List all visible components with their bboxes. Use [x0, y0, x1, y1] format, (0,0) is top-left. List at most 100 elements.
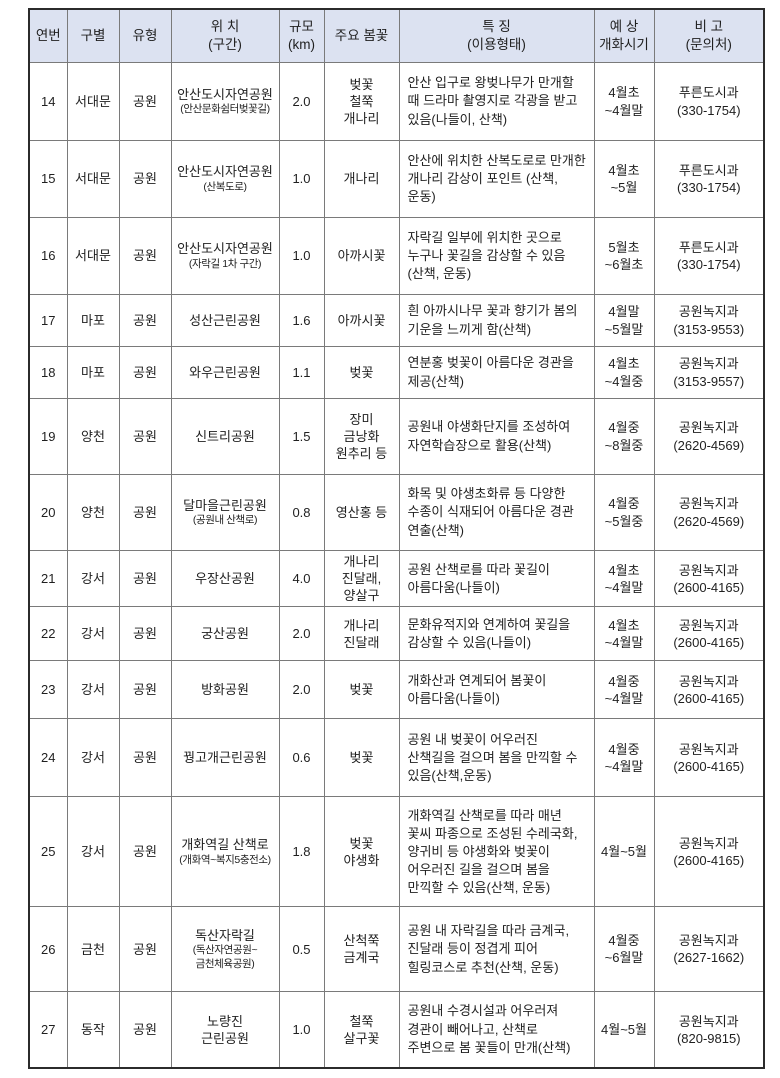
cell-number: 27	[28, 991, 68, 1069]
cell-contact: 공원녹지과 (3153-9557)	[653, 346, 765, 399]
cell-number: 23	[28, 660, 68, 720]
cell-flowers: 아까시꽃	[323, 294, 400, 347]
cell-flowers: 벚꽃 야생화	[323, 796, 400, 908]
location-sub: (산복도로)	[203, 180, 247, 193]
cell-location: 우장산공원	[170, 549, 280, 608]
cell-bloom-period: 4월중 ~4월말	[593, 660, 655, 720]
cell-location: 달마을근린공원 (공원내 산책로)	[170, 474, 280, 551]
cell-contact: 공원녹지과 (2600-4165)	[653, 660, 765, 720]
cell-type: 공원	[118, 294, 172, 347]
cell-contact: 공원녹지과 (2627-1662)	[653, 906, 765, 993]
cell-location: 방화공원	[170, 660, 280, 720]
cell-number: 19	[28, 398, 68, 475]
cell-flowers: 벚꽃 철쭉 개나리	[323, 62, 400, 141]
header-feature: 특 징 (이용형태)	[398, 8, 595, 63]
cell-location: 궁산공원	[170, 606, 280, 662]
cell-district: 마포	[66, 294, 120, 347]
cell-contact: 공원녹지과 (3153-9553)	[653, 294, 765, 347]
table-row: 25 강서 공원 개화역길 산책로 (개화역~복지5충전소) 1.8 벚꽃 야생…	[28, 796, 765, 908]
cell-flowers: 벚꽃	[323, 660, 400, 720]
location-sub: (공원내 산책로)	[192, 514, 258, 527]
header-type: 유형	[118, 8, 172, 63]
cell-bloom-period: 4월말 ~5월말	[593, 294, 655, 347]
cell-number: 17	[28, 294, 68, 347]
cell-bloom-period: 4월초 ~4월말	[593, 549, 655, 608]
table-row: 14 서대문 공원 안산도시자연공원 (안산문화쉼터벚꽃길) 2.0 벚꽃 철쭉…	[28, 62, 765, 141]
cell-feature: 공원내 야생화단지를 조성하여 자연학습장으로 활용(산책)	[398, 398, 595, 475]
table-row: 27 동작 공원 노량진 근린공원 1.0 철쭉 살구꽃 공원내 수경시설과 어…	[28, 991, 765, 1069]
cell-flowers: 장미 금낭화 원추리 등	[323, 398, 400, 475]
table-row: 26 금천 공원 독산자락길 (독산자연공원~ 금천체육공원) 0.5 산척쭉 …	[28, 906, 765, 993]
cell-bloom-period: 5월초 ~6월초	[593, 217, 655, 295]
cell-bloom-period: 4월~5월	[593, 796, 655, 908]
cell-size: 1.0	[278, 140, 325, 218]
cell-feature: 흰 아까시나무 꽃과 향기가 봄의 기운을 느끼게 함(산책)	[398, 294, 595, 347]
header-gu: 구별	[66, 8, 120, 63]
cell-contact: 푸른도시과 (330-1754)	[653, 62, 765, 141]
table-row: 23 강서 공원 방화공원 2.0 벚꽃 개화산과 연계되어 봄꽃이 아름다움(…	[28, 660, 765, 720]
cell-location: 성산근린공원	[170, 294, 280, 347]
cell-feature: 공원내 수경시설과 어우러져 경관이 빼어나고, 산책로 주변으로 봄 꽃들이 …	[398, 991, 595, 1069]
cell-district: 강서	[66, 718, 120, 798]
cell-contact: 공원녹지과 (2600-4165)	[653, 606, 765, 662]
table-row: 15 서대문 공원 안산도시자연공원 (산복도로) 1.0 개나리 안산에 위치…	[28, 140, 765, 218]
cell-flowers: 벚꽃	[323, 718, 400, 798]
cell-size: 1.6	[278, 294, 325, 347]
cell-type: 공원	[118, 474, 172, 551]
cell-size: 1.0	[278, 217, 325, 295]
cell-size: 0.8	[278, 474, 325, 551]
cell-bloom-period: 4월중 ~8월중	[593, 398, 655, 475]
cell-location: 개화역길 산책로 (개화역~복지5충전소)	[170, 796, 280, 908]
cell-location: 안산도시자연공원 (산복도로)	[170, 140, 280, 218]
cell-contact: 공원녹지과 (2620-4569)	[653, 398, 765, 475]
table-header: 연번 구별 유형 위 치 (구간) 규모 (km) 주요 봄꽃 특 징 (이용형…	[28, 8, 765, 63]
location-name: 와우근린공원	[189, 364, 261, 380]
cell-type: 공원	[118, 62, 172, 141]
cell-number: 26	[28, 906, 68, 993]
cell-district: 양천	[66, 398, 120, 475]
table-row: 24 강서 공원 꿩고개근린공원 0.6 벚꽃 공원 내 벚꽃이 어우러진 산책…	[28, 718, 765, 798]
cell-number: 15	[28, 140, 68, 218]
location-sub: (자락길 1차 구간)	[188, 257, 262, 270]
cell-bloom-period: 4월중 ~6월말	[593, 906, 655, 993]
cell-feature: 안산에 위치한 산복도로로 만개한 개나리 감상이 포인트 (산책, 운동)	[398, 140, 595, 218]
cell-size: 0.5	[278, 906, 325, 993]
location-name: 꿩고개근린공원	[183, 750, 267, 766]
cell-size: 2.0	[278, 62, 325, 141]
header-bloom: 예 상 개화시기	[593, 8, 655, 63]
location-name: 궁산공원	[201, 626, 249, 642]
cell-contact: 공원녹지과 (2600-4165)	[653, 796, 765, 908]
location-name: 안산도시자연공원	[177, 86, 273, 102]
cell-flowers: 개나리	[323, 140, 400, 218]
cell-district: 동작	[66, 991, 120, 1069]
cell-flowers: 영산홍 등	[323, 474, 400, 551]
location-name: 안산도시자연공원	[177, 241, 273, 257]
location-name: 안산도시자연공원	[177, 164, 273, 180]
cell-number: 14	[28, 62, 68, 141]
table-row: 16 서대문 공원 안산도시자연공원 (자락길 1차 구간) 1.0 아까시꽃 …	[28, 217, 765, 295]
cell-bloom-period: 4월초 ~5월	[593, 140, 655, 218]
cell-district: 강서	[66, 660, 120, 720]
header-no: 연번	[28, 8, 68, 63]
location-name: 달마을근린공원	[183, 497, 267, 513]
cell-district: 서대문	[66, 217, 120, 295]
cell-district: 양천	[66, 474, 120, 551]
cell-bloom-period: 4월중 ~4월말	[593, 718, 655, 798]
table-row: 20 양천 공원 달마을근린공원 (공원내 산책로) 0.8 영산홍 등 화목 …	[28, 474, 765, 551]
cell-bloom-period: 4월초 ~4월말	[593, 606, 655, 662]
cell-flowers: 철쭉 살구꽃	[323, 991, 400, 1069]
location-sub: (개화역~복지5충전소)	[179, 853, 271, 866]
cell-flowers: 개나리 진달래	[323, 606, 400, 662]
cell-type: 공원	[118, 346, 172, 399]
cell-location: 노량진 근린공원	[170, 991, 280, 1069]
cell-feature: 안산 입구로 왕벚나무가 만개할 때 드라마 촬영지로 각광을 받고 있음(나들…	[398, 62, 595, 141]
location-name: 우장산공원	[195, 571, 255, 587]
table-row: 17 마포 공원 성산근린공원 1.6 아까시꽃 흰 아까시나무 꽃과 향기가 …	[28, 294, 765, 347]
cell-type: 공원	[118, 906, 172, 993]
cell-size: 2.0	[278, 660, 325, 720]
cell-number: 25	[28, 796, 68, 908]
cell-flowers: 벚꽃	[323, 346, 400, 399]
cell-type: 공원	[118, 398, 172, 475]
cell-bloom-period: 4월초 ~4월중	[593, 346, 655, 399]
